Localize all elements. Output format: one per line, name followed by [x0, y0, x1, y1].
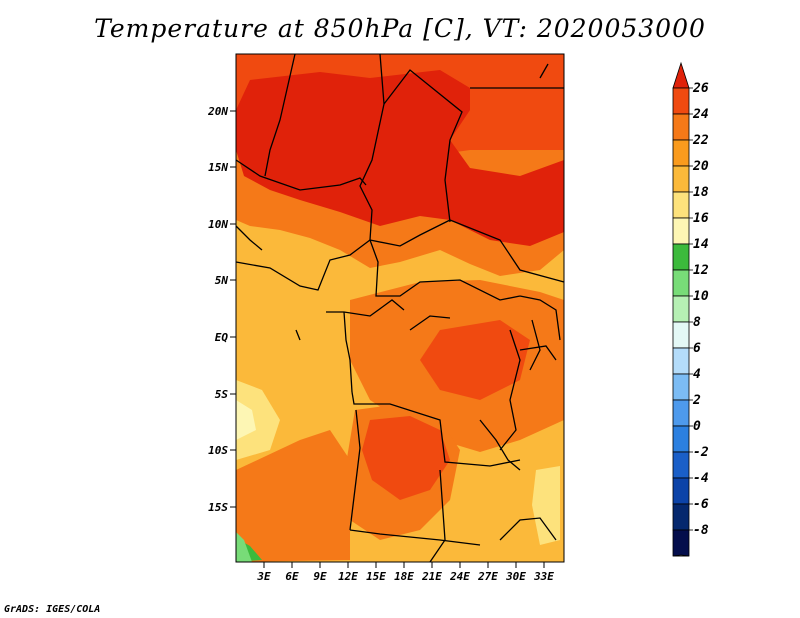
longitude-axis: 3E 6E 9E 12E 15E 18E 21E 24E 27E 30E 33E	[256, 562, 554, 583]
latitude-axis: 20N 15N 10N 5N EQ 5S 10S 15S	[207, 105, 236, 514]
colorbar-label: 24	[692, 107, 709, 122]
colorbar-label: -2	[693, 445, 709, 460]
colorbar-label: 10	[693, 289, 709, 304]
lon-label-9e: 9E	[313, 570, 327, 583]
lon-label-27e: 27E	[477, 570, 498, 583]
country-borders	[235, 53, 565, 563]
lat-label-15s: 15S	[208, 501, 228, 514]
map-frame	[235, 53, 565, 563]
colorbar-segment	[672, 165, 690, 193]
colorbar-segment	[672, 503, 690, 531]
colorbar-segment	[672, 554, 690, 557]
lon-label-33e: 33E	[533, 570, 554, 583]
lat-label-5n: 5N	[215, 274, 229, 287]
colorbar-segment	[672, 61, 690, 89]
colorbar-label: 26	[692, 81, 709, 96]
colorbar-label: 12	[693, 263, 709, 278]
lon-label-18e: 18E	[394, 570, 414, 583]
colorbar-label: 8	[693, 315, 701, 330]
colorbar-segment	[672, 217, 690, 245]
lat-label-10s: 10S	[208, 444, 228, 457]
colorbar-segment	[672, 425, 690, 453]
colorbar-segment	[672, 399, 690, 427]
lon-label-6e: 6E	[285, 570, 299, 583]
colorbar-label: -4	[693, 471, 709, 486]
lon-label-30e: 30E	[505, 570, 526, 583]
lon-label-12e: 12E	[338, 570, 358, 583]
colorbar-segment	[672, 191, 690, 219]
lat-label-eq: EQ	[215, 331, 229, 344]
colorbar-label: -8	[693, 523, 709, 538]
colorbar-label: 2	[692, 393, 701, 408]
lon-label-15e: 15E	[366, 570, 386, 583]
colorbar-segment	[672, 87, 690, 115]
lat-label-10n: 10N	[208, 218, 228, 231]
colorbar-segment	[672, 477, 690, 505]
lon-label-3e: 3E	[256, 570, 271, 583]
colorbar-segment	[672, 269, 690, 297]
colorbar-label: 18	[693, 185, 709, 200]
colorbar-segment	[672, 347, 690, 375]
colorbar-label: 16	[693, 211, 709, 226]
colorbar-segment	[672, 451, 690, 479]
colorbar-label: 14	[693, 237, 709, 252]
colorbar-segment	[672, 243, 690, 271]
lon-label-24e: 24E	[449, 570, 470, 583]
colorbar-segment	[672, 373, 690, 401]
colorbar-segment	[672, 113, 690, 141]
lat-label-20n: 20N	[207, 105, 228, 118]
colorbar-label: 4	[693, 367, 701, 382]
colorbar-label: 22	[692, 133, 709, 148]
colorbar-label: 20	[692, 159, 709, 174]
chart-title: Temperature at 850hPa [C], VT: 202005300…	[94, 14, 706, 43]
colorbar-segment	[672, 295, 690, 323]
grads-credit: GrADS: IGES/COLA	[4, 604, 101, 615]
lon-label-21e: 21E	[421, 570, 442, 583]
colorbar-label: 6	[693, 341, 701, 356]
lat-label-15n: 15N	[208, 161, 228, 174]
temperature-field	[236, 54, 564, 562]
colorbar-segment	[672, 139, 690, 167]
colorbar-label: 0	[693, 419, 701, 434]
colorbar-label: -6	[693, 497, 709, 512]
colorbar-segment	[672, 321, 690, 349]
colorbar-segment	[672, 529, 690, 557]
lat-label-5s: 5S	[215, 388, 229, 401]
